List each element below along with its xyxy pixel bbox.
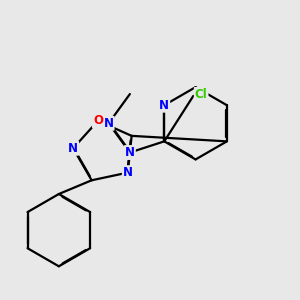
Text: N: N xyxy=(123,166,133,179)
Text: N: N xyxy=(159,99,169,112)
Text: N: N xyxy=(125,146,135,159)
Text: N: N xyxy=(103,117,114,130)
Text: O: O xyxy=(93,114,103,127)
Text: N: N xyxy=(68,142,78,155)
Text: Cl: Cl xyxy=(195,88,208,101)
